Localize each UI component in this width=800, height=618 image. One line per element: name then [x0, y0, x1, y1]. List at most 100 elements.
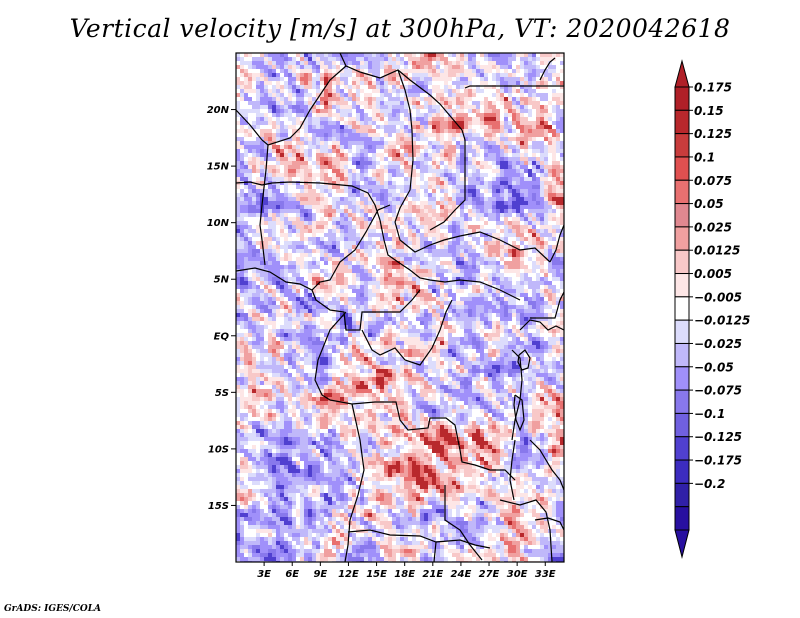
field-cell	[516, 253, 520, 257]
field-cell	[532, 253, 536, 257]
field-cell	[496, 149, 500, 153]
field-cell	[364, 177, 368, 181]
field-cell	[560, 197, 564, 201]
field-cell	[324, 153, 328, 157]
field-cell	[532, 121, 536, 125]
field-cell	[300, 97, 304, 101]
field-cell	[264, 93, 268, 97]
field-cell	[372, 197, 376, 201]
field-cell	[496, 141, 500, 145]
field-cell	[368, 113, 372, 117]
field-cell	[476, 137, 480, 141]
field-cell	[492, 113, 496, 117]
field-cell	[236, 97, 240, 101]
field-cell	[460, 229, 464, 233]
field-cell	[484, 217, 488, 221]
field-cell	[468, 93, 472, 97]
field-cell	[556, 85, 560, 89]
field-cell	[420, 81, 424, 85]
field-cell	[492, 281, 496, 285]
field-cell	[416, 273, 420, 277]
field-cell	[544, 273, 548, 277]
field-cell	[528, 253, 532, 257]
field-cell	[408, 97, 412, 101]
field-cell	[240, 165, 244, 169]
field-cell	[288, 169, 292, 173]
field-cell	[496, 109, 500, 113]
field-cell	[524, 285, 528, 289]
field-cell	[532, 133, 536, 137]
field-cell	[428, 233, 432, 237]
field-cell	[492, 117, 496, 121]
field-cell	[508, 273, 512, 277]
field-cell	[344, 261, 348, 265]
field-cell	[396, 81, 400, 85]
field-cell	[332, 133, 336, 137]
field-cell	[420, 165, 424, 169]
field-cell	[316, 145, 320, 149]
field-cell	[256, 193, 260, 197]
field-cell	[288, 101, 292, 105]
field-cell	[512, 161, 516, 165]
field-cell	[352, 273, 356, 277]
field-cell	[484, 249, 488, 253]
field-cell	[464, 265, 468, 269]
field-cell	[472, 153, 476, 157]
field-cell	[400, 149, 404, 153]
field-cell	[452, 153, 456, 157]
field-cell	[412, 149, 416, 153]
field-cell	[512, 93, 516, 97]
field-cell	[336, 201, 340, 205]
field-cell	[264, 197, 268, 201]
field-cell	[340, 261, 344, 265]
field-cell	[400, 205, 404, 209]
field-cell	[304, 197, 308, 201]
field-cell	[308, 249, 312, 253]
field-cell	[252, 97, 256, 101]
field-cell	[448, 85, 452, 89]
field-cell	[388, 221, 392, 225]
field-cell	[524, 157, 528, 161]
field-cell	[248, 185, 252, 189]
field-cell	[484, 181, 488, 185]
field-cell	[280, 141, 284, 145]
field-cell	[304, 61, 308, 65]
field-cell	[392, 145, 396, 149]
field-cell	[392, 161, 396, 165]
field-cell	[460, 65, 464, 69]
field-cell	[404, 281, 408, 285]
field-cell	[252, 213, 256, 217]
field-cell	[520, 65, 524, 69]
field-cell	[332, 113, 336, 117]
field-cell	[508, 229, 512, 233]
field-cell	[288, 57, 292, 61]
field-cell	[536, 117, 540, 121]
field-cell	[300, 257, 304, 261]
field-cell	[348, 205, 352, 209]
field-cell	[304, 101, 308, 105]
field-cell	[524, 265, 528, 269]
field-cell	[516, 161, 520, 165]
field-cell	[300, 221, 304, 225]
field-cell	[252, 177, 256, 181]
field-cell	[472, 65, 476, 69]
field-cell	[336, 177, 340, 181]
field-cell	[448, 217, 452, 221]
field-cell	[404, 293, 408, 297]
field-cell	[348, 221, 352, 225]
field-cell	[364, 237, 368, 241]
field-cell	[264, 229, 268, 233]
field-cell	[240, 169, 244, 173]
field-cell	[276, 61, 280, 65]
field-cell	[304, 177, 308, 181]
field-cell	[356, 161, 360, 165]
field-cell	[372, 213, 376, 217]
field-cell	[472, 97, 476, 101]
field-cell	[360, 113, 364, 117]
field-cell	[516, 69, 520, 73]
field-cell	[260, 93, 264, 97]
field-cell	[516, 281, 520, 285]
field-cell	[280, 261, 284, 265]
field-cell	[348, 265, 352, 269]
field-cell	[280, 125, 284, 129]
